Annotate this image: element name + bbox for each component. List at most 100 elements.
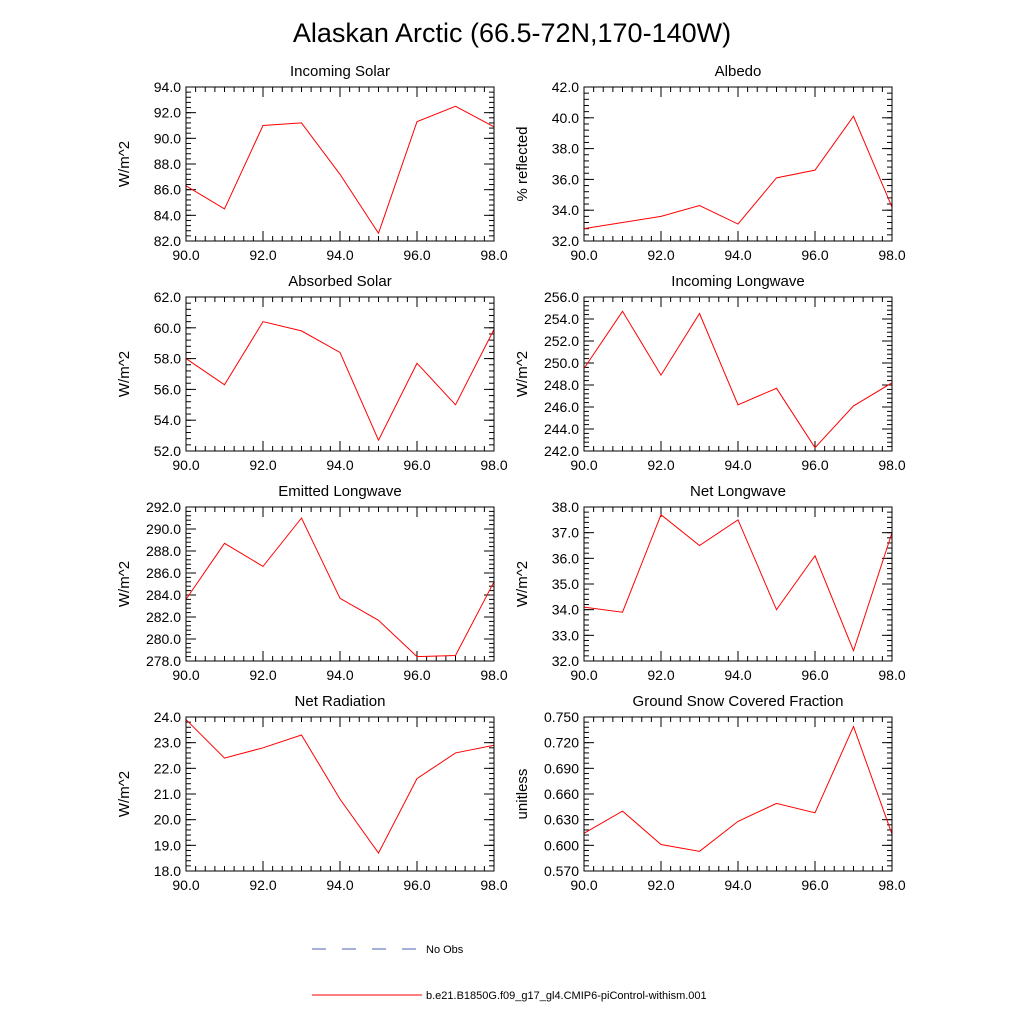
series-line-net-longwave (583, 513, 893, 653)
x-tick-label: 94.0 (326, 877, 353, 893)
legend: No Obs b.e21.B1850G.f09_g17_gl4.CMIP6-pi… (312, 944, 707, 1002)
x-tick-label: 96.0 (403, 247, 430, 263)
x-tick-label: 92.0 (647, 247, 674, 263)
y-tick-label: 0.570 (544, 863, 579, 879)
x-tick-label: 98.0 (878, 877, 905, 893)
x-tick-label: 96.0 (403, 457, 430, 473)
x-tick-label: 98.0 (878, 247, 905, 263)
y-tick-label: 248.0 (544, 377, 579, 393)
y-tick-label: 22.0 (154, 760, 181, 776)
y-axis-label: W/m^2 (116, 771, 133, 817)
x-tick-label: 96.0 (801, 667, 828, 683)
x-tick-label: 92.0 (249, 247, 276, 263)
y-tick-label: 24.0 (154, 709, 181, 725)
y-tick-label: 38.0 (552, 499, 579, 515)
x-tick-label: 92.0 (647, 877, 674, 893)
y-tick-label: 52.0 (154, 443, 181, 459)
x-tick-label: 90.0 (172, 877, 199, 893)
y-tick-label: 282.0 (146, 609, 181, 625)
x-tick-label: 96.0 (403, 667, 430, 683)
y-tick-label: 92.0 (154, 105, 181, 121)
panel-title: Absorbed Solar (288, 273, 391, 290)
y-tick-label: 254.0 (544, 311, 579, 327)
y-tick-label: 21.0 (154, 786, 181, 802)
x-tick-label: 94.0 (724, 877, 751, 893)
x-tick-label: 94.0 (326, 247, 353, 263)
x-tick-label: 92.0 (249, 457, 276, 473)
y-tick-label: 36.0 (552, 550, 579, 566)
x-tick-label: 98.0 (480, 667, 507, 683)
minor-ticks (583, 86, 893, 242)
y-axis-label: W/m^2 (116, 351, 133, 397)
series-line-net-radiation (185, 719, 495, 854)
panel-title: Ground Snow Covered Fraction (633, 693, 844, 710)
x-tick-label: 98.0 (480, 247, 507, 263)
x-tick-label: 96.0 (801, 457, 828, 473)
panel-title: Albedo (715, 63, 762, 80)
plot-frame (583, 296, 893, 452)
minor-ticks (583, 716, 893, 872)
x-tick-label: 92.0 (249, 667, 276, 683)
legend-label-no-obs: No Obs (426, 944, 464, 956)
y-tick-label: 242.0 (544, 443, 579, 459)
y-tick-label: 38.0 (552, 141, 579, 157)
x-tick-label: 92.0 (647, 667, 674, 683)
y-tick-label: 0.600 (544, 837, 579, 853)
y-tick-label: 280.0 (146, 631, 181, 647)
y-axis-label: W/m^2 (116, 141, 133, 187)
x-tick-label: 94.0 (724, 457, 751, 473)
y-tick-label: 20.0 (154, 812, 181, 828)
x-tick-label: 96.0 (801, 247, 828, 263)
y-tick-label: 286.0 (146, 565, 181, 581)
panel-albedo: 32.0 34.0 36.0 38.0 40.0 42.0 90.0 92.0 94.0 96.0… (514, 63, 906, 263)
y-tick-label: 60.0 (154, 320, 181, 336)
panel-title: Net Radiation (295, 693, 386, 710)
y-tick-label: 36.0 (552, 171, 579, 187)
x-tick-label: 94.0 (724, 667, 751, 683)
x-tick-label: 98.0 (480, 457, 507, 473)
figure-title: Alaskan Arctic (66.5-72N,170-140W) (293, 18, 731, 48)
y-tick-label: 288.0 (146, 543, 181, 559)
series-line-ground-snow-covered-fraction (583, 725, 893, 852)
y-tick-label: 292.0 (146, 499, 181, 515)
series-line-albedo (583, 115, 893, 230)
y-axis-label: unitless (514, 769, 531, 820)
panel-title: Emitted Longwave (278, 483, 401, 500)
y-tick-label: 54.0 (154, 412, 181, 428)
x-tick-label: 98.0 (878, 667, 905, 683)
y-tick-label: 58.0 (154, 351, 181, 367)
x-tick-label: 90.0 (570, 667, 597, 683)
x-tick-label: 94.0 (326, 457, 353, 473)
y-tick-label: 0.630 (544, 812, 579, 828)
y-tick-label: 244.0 (544, 421, 579, 437)
y-axis-label: W/m^2 (514, 351, 531, 397)
y-tick-label: 33.0 (552, 627, 579, 643)
minor-ticks (583, 296, 893, 452)
minor-ticks (185, 716, 495, 872)
y-tick-label: 84.0 (154, 207, 181, 223)
x-tick-label: 90.0 (570, 247, 597, 263)
y-tick-label: 56.0 (154, 381, 181, 397)
plot-frame (583, 716, 893, 872)
y-tick-label: 0.750 (544, 709, 579, 725)
y-tick-label: 19.0 (154, 837, 181, 853)
y-tick-label: 94.0 (154, 79, 181, 95)
y-tick-label: 90.0 (154, 130, 181, 146)
x-tick-label: 90.0 (172, 457, 199, 473)
panel-net-longwave: 32.0 33.0 34.0 35.0 36.0 37.0 38.0 90.0 92.0 94.0… (514, 483, 906, 683)
x-tick-label: 98.0 (480, 877, 507, 893)
y-axis-label: % reflected (514, 126, 531, 201)
y-axis-label: W/m^2 (116, 561, 133, 607)
x-tick-label: 90.0 (172, 667, 199, 683)
plot-frame (185, 86, 495, 242)
y-tick-label: 35.0 (552, 576, 579, 592)
minor-ticks (185, 86, 495, 242)
x-tick-label: 90.0 (172, 247, 199, 263)
y-tick-label: 246.0 (544, 399, 579, 415)
panel-title: Incoming Solar (290, 63, 390, 80)
series-line-absorbed-solar (185, 321, 495, 442)
y-tick-label: 250.0 (544, 355, 579, 371)
y-tick-label: 290.0 (146, 521, 181, 537)
minor-ticks (185, 296, 495, 452)
